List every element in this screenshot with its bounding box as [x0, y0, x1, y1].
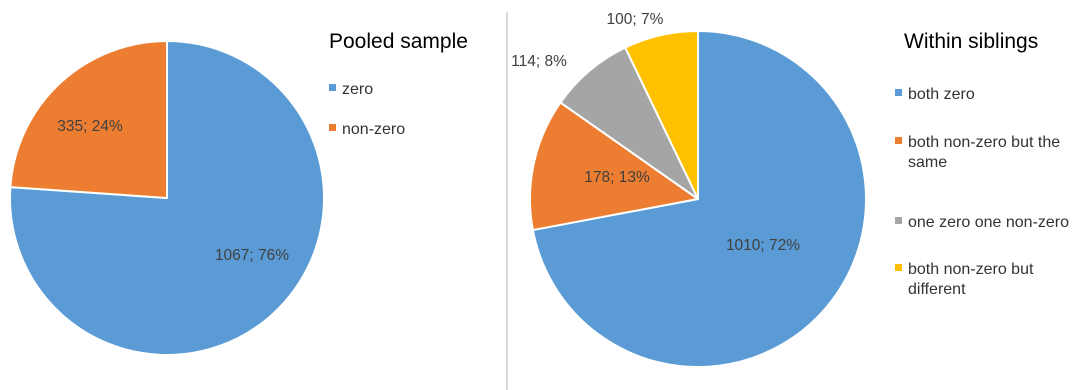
slice-data-label: 1067; 76% [215, 247, 289, 264]
slice-data-label: 114; 8% [511, 53, 567, 70]
legend-swatch [329, 84, 336, 91]
legend-swatch [895, 217, 902, 224]
within-siblings-chart: Within siblings 1010; 72% 178; 13% 114; 8%… [511, 11, 1069, 368]
slice-data-label: 335; 24% [57, 118, 123, 135]
pooled-sample-chart: Pooled sample 1067; 76% 335; 24% zero non-z… [9, 30, 468, 356]
legend-label: zero [342, 81, 373, 98]
slice-data-label: 178; 13% [584, 169, 650, 186]
pie-slice-non-zero [9, 40, 168, 199]
slice-data-label: 1010; 72% [726, 237, 800, 254]
legend-label: both non-zero but different [908, 261, 1034, 298]
legend-swatch [895, 137, 902, 144]
chart-title: Pooled sample [329, 30, 468, 53]
pie-slice-both-non-zero-but-different [624, 30, 699, 200]
legend-swatch [329, 124, 336, 131]
chart-title: Within siblings [904, 30, 1038, 53]
pie-slice-zero [9, 40, 325, 356]
pie-slice-both-non-zero-but-the-same [529, 101, 699, 232]
legend-label: one zero one non-zero [908, 214, 1069, 231]
legend-swatch [895, 264, 902, 271]
slice-data-label: 100; 7% [607, 11, 664, 28]
legend-label: both non-zero but the same [908, 134, 1060, 171]
legend-label: both zero [908, 86, 975, 103]
legend-label: non-zero [342, 121, 405, 138]
pie-slice-both-zero [531, 30, 867, 368]
legend-swatch [895, 89, 902, 96]
